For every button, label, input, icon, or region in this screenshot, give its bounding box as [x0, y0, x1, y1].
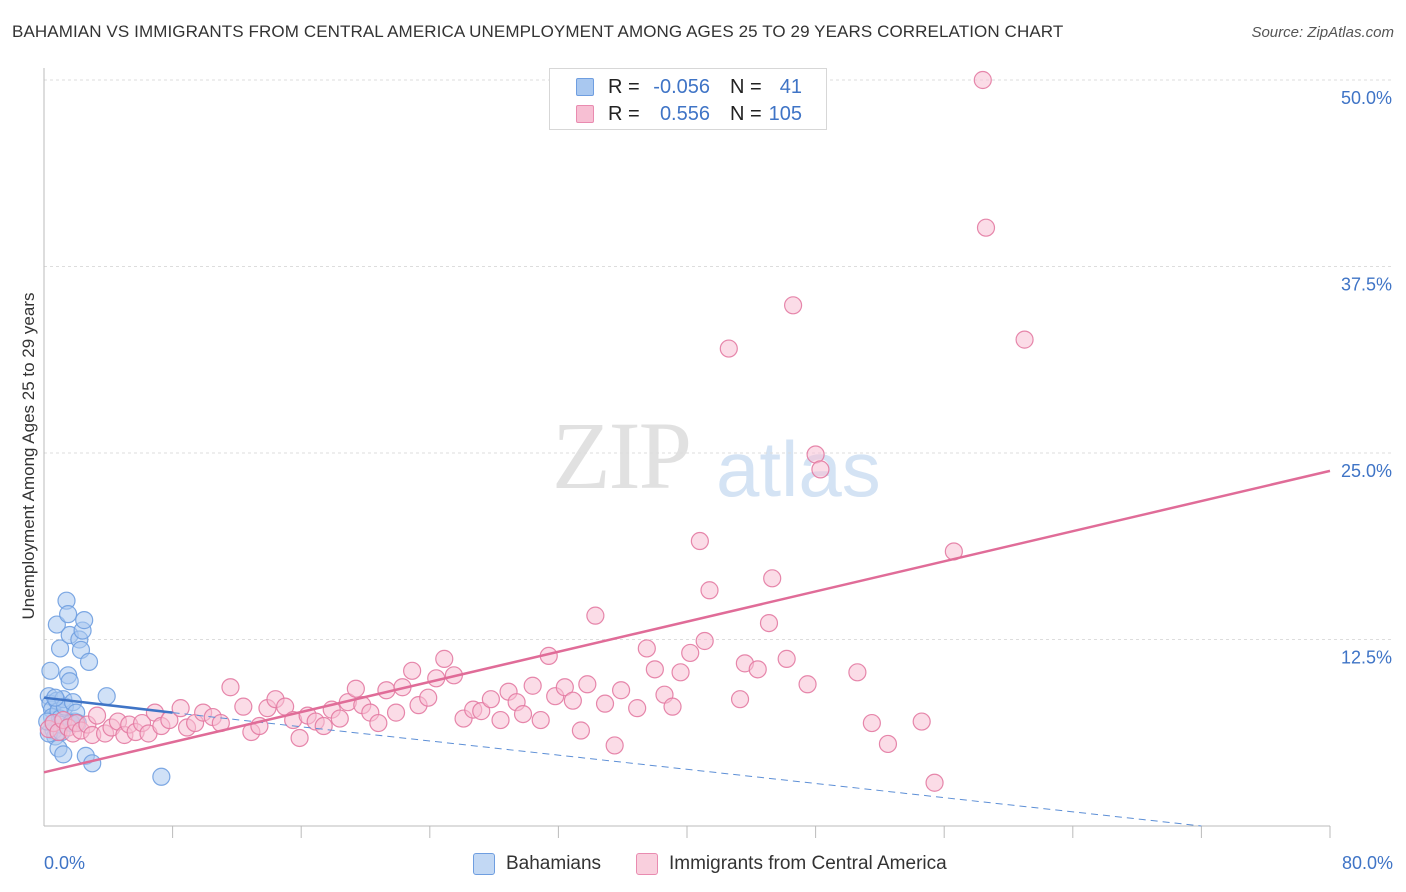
- data-point-immigrants: [563, 691, 582, 710]
- data-point-immigrants: [671, 663, 690, 682]
- data-point-immigrants: [234, 697, 253, 716]
- data-point-bahamians: [75, 611, 94, 630]
- data-point-immigrants: [690, 531, 709, 551]
- watermark-zip: ZIP: [552, 402, 692, 509]
- data-point-immigrants: [719, 339, 738, 358]
- data-point-bahamians: [79, 652, 99, 671]
- data-point-immigrants: [481, 690, 500, 709]
- data-point-bahamians: [60, 672, 79, 691]
- data-point-immigrants: [798, 675, 817, 694]
- data-point-immigrants: [759, 613, 779, 633]
- data-point-immigrants: [925, 773, 944, 792]
- data-point-immigrants: [748, 660, 767, 679]
- data-point-immigrants: [171, 699, 190, 718]
- y-tick-label: 37.5%: [1341, 275, 1392, 295]
- legend-n-value: 41: [779, 76, 802, 98]
- data-point-immigrants: [695, 631, 714, 651]
- data-point-immigrants: [1015, 330, 1034, 349]
- data-point-immigrants: [605, 736, 624, 755]
- bottom-legend-swatch-bahamians: [473, 853, 495, 875]
- data-point-immigrants: [645, 660, 664, 679]
- correlation-legend: R = -0.056 N = 41 R = 0.556 N = 105: [549, 68, 827, 130]
- data-point-bahamians: [41, 661, 60, 680]
- y-tick-label: 25.0%: [1341, 461, 1392, 481]
- data-point-immigrants: [419, 688, 438, 707]
- data-point-immigrants: [862, 713, 881, 733]
- data-point-immigrants: [763, 569, 782, 588]
- legend-r-label: R =: [608, 76, 640, 98]
- data-point-immigrants: [663, 697, 682, 716]
- data-point-immigrants: [531, 710, 550, 730]
- data-point-bahamians: [54, 745, 73, 764]
- data-point-immigrants: [523, 676, 542, 695]
- data-point-immigrants: [491, 710, 510, 730]
- chart-title: BAHAMIAN VS IMMIGRANTS FROM CENTRAL AMER…: [12, 22, 1064, 41]
- data-point-immigrants: [878, 734, 898, 754]
- data-point-bahamians: [59, 605, 78, 624]
- y-tick-label: 12.5%: [1341, 648, 1392, 668]
- data-point-bahamians: [97, 687, 116, 706]
- legend-n-label: N =: [730, 103, 762, 125]
- data-point-immigrants: [783, 296, 803, 315]
- data-point-immigrants: [87, 706, 107, 725]
- data-point-immigrants: [637, 639, 656, 658]
- y-tick-label: 50.0%: [1341, 88, 1392, 108]
- data-point-immigrants: [586, 606, 605, 625]
- trendline-immigrants: [43, 469, 1331, 774]
- data-point-immigrants: [700, 581, 719, 600]
- data-point-immigrants: [681, 643, 700, 663]
- data-point-immigrants: [221, 678, 240, 697]
- trendline-bahamians-extended: [172, 712, 1202, 827]
- data-point-immigrants: [628, 699, 647, 718]
- bottom-legend-label-bahamians: Bahamians: [506, 853, 602, 874]
- data-point-immigrants: [730, 690, 750, 709]
- data-point-immigrants: [811, 460, 830, 479]
- source-credit: Source: ZipAtlas.com: [1251, 24, 1394, 41]
- data-point-immigrants: [513, 704, 533, 724]
- data-point-immigrants: [386, 703, 406, 722]
- legend-row-bahamians: R = -0.056 N = 41: [550, 74, 826, 100]
- data-point-immigrants: [777, 649, 796, 668]
- legend-r-value: -0.056: [653, 76, 710, 98]
- legend-r-value: 0.556: [659, 103, 710, 125]
- data-point-immigrants: [290, 728, 309, 748]
- data-point-bahamians: [152, 767, 171, 786]
- legend-n-label: N =: [730, 76, 762, 98]
- legend-r-label: R =: [608, 103, 640, 125]
- legend-swatch-bahamians: [576, 78, 594, 96]
- data-point-immigrants: [330, 709, 349, 728]
- trendline-bahamians: [43, 696, 173, 714]
- data-point-immigrants: [403, 661, 422, 680]
- watermark-atlas: atlas: [716, 425, 881, 513]
- data-point-bahamians: [47, 615, 66, 634]
- data-point-immigrants: [314, 716, 333, 736]
- data-point-immigrants: [578, 675, 597, 694]
- legend-swatch-immigrants: [576, 105, 594, 123]
- data-point-immigrants: [435, 649, 454, 668]
- data-point-immigrants: [571, 721, 591, 740]
- bottom-legend-label-immigrants: Immigrants from Central America: [669, 853, 947, 874]
- data-point-immigrants: [973, 70, 992, 90]
- data-point-immigrants: [346, 679, 365, 698]
- data-point-immigrants: [976, 218, 996, 237]
- data-point-immigrants: [369, 713, 388, 733]
- data-point-bahamians: [50, 639, 70, 658]
- y-axis-label: Unemployment Among Ages 25 to 29 years: [19, 293, 38, 620]
- data-point-immigrants: [472, 702, 491, 721]
- data-point-immigrants: [595, 694, 615, 713]
- legend-n-value: 105: [768, 103, 802, 125]
- x-tick-label-max: 80.0%: [1342, 853, 1393, 873]
- data-point-immigrants: [848, 663, 867, 682]
- data-point-immigrants: [555, 678, 574, 697]
- data-point-immigrants: [611, 681, 631, 700]
- legend-row-immigrants: R = 0.556 N = 105: [550, 101, 826, 127]
- bottom-legend-swatch-immigrants: [636, 853, 658, 875]
- x-tick-label-min: 0.0%: [44, 853, 85, 873]
- data-point-immigrants: [912, 712, 931, 731]
